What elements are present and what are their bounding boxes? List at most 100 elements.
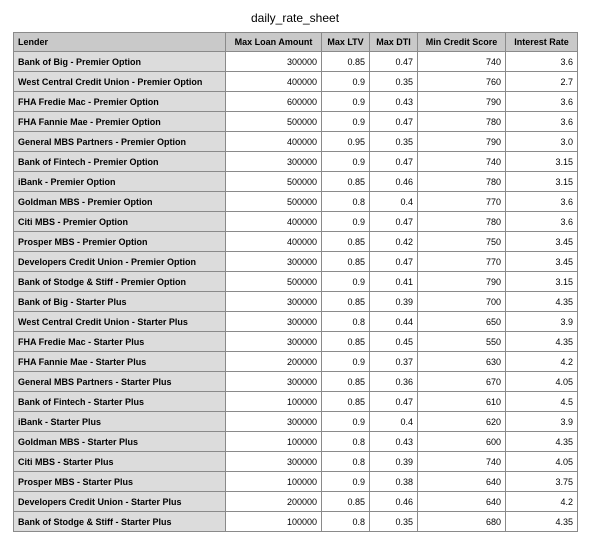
- lender-cell[interactable]: Bank of Fintech - Premier Option: [13, 151, 226, 172]
- max-dti-cell[interactable]: 0.46: [369, 491, 418, 512]
- max-dti-cell[interactable]: 0.4: [369, 191, 418, 212]
- max-loan-amount-cell[interactable]: 300000: [225, 411, 322, 432]
- lender-cell[interactable]: FHA Fannie Mae - Starter Plus: [13, 351, 226, 372]
- max-loan-amount-cell[interactable]: 500000: [225, 191, 322, 212]
- max-dti-cell[interactable]: 0.43: [369, 91, 418, 112]
- interest-rate-cell[interactable]: 4.35: [505, 331, 578, 352]
- lender-cell[interactable]: West Central Credit Union - Premier Opti…: [13, 71, 226, 92]
- lender-cell[interactable]: Citi MBS - Premier Option: [13, 211, 226, 232]
- max-dti-cell[interactable]: 0.47: [369, 391, 418, 412]
- max-ltv-cell[interactable]: 0.8: [321, 511, 370, 532]
- max-ltv-cell[interactable]: 0.9: [321, 111, 370, 132]
- max-ltv-cell[interactable]: 0.85: [321, 371, 370, 392]
- interest-rate-cell[interactable]: 3.6: [505, 211, 578, 232]
- max-loan-amount-cell[interactable]: 400000: [225, 71, 322, 92]
- max-dti-cell[interactable]: 0.46: [369, 171, 418, 192]
- min-credit-score-cell[interactable]: 680: [417, 511, 506, 532]
- interest-rate-cell[interactable]: 3.6: [505, 191, 578, 212]
- lender-cell[interactable]: West Central Credit Union - Starter Plus: [13, 311, 226, 332]
- lender-cell[interactable]: Prosper MBS - Premier Option: [13, 231, 226, 252]
- interest-rate-cell[interactable]: 4.35: [505, 291, 578, 312]
- max-ltv-cell[interactable]: 0.9: [321, 351, 370, 372]
- max-loan-amount-cell[interactable]: 400000: [225, 211, 322, 232]
- interest-rate-cell[interactable]: 3.6: [505, 91, 578, 112]
- lender-cell[interactable]: Bank of Stodge & Stiff - Starter Plus: [13, 511, 226, 532]
- max-ltv-cell[interactable]: 0.85: [321, 291, 370, 312]
- max-ltv-cell[interactable]: 0.9: [321, 71, 370, 92]
- max-ltv-cell[interactable]: 0.8: [321, 311, 370, 332]
- lender-cell[interactable]: General MBS Partners - Starter Plus: [13, 371, 226, 392]
- min-credit-score-cell[interactable]: 620: [417, 411, 506, 432]
- max-loan-amount-cell[interactable]: 300000: [225, 291, 322, 312]
- max-loan-amount-cell[interactable]: 300000: [225, 151, 322, 172]
- min-credit-score-cell[interactable]: 780: [417, 111, 506, 132]
- max-dti-cell[interactable]: 0.39: [369, 451, 418, 472]
- max-ltv-cell[interactable]: 0.9: [321, 471, 370, 492]
- min-credit-score-cell[interactable]: 780: [417, 171, 506, 192]
- column-header-min-credit-score[interactable]: Min Credit Score: [417, 32, 506, 52]
- lender-cell[interactable]: Goldman MBS - Starter Plus: [13, 431, 226, 452]
- interest-rate-cell[interactable]: 4.2: [505, 351, 578, 372]
- max-loan-amount-cell[interactable]: 400000: [225, 231, 322, 252]
- max-loan-amount-cell[interactable]: 100000: [225, 391, 322, 412]
- lender-cell[interactable]: FHA Fannie Mae - Premier Option: [13, 111, 226, 132]
- lender-cell[interactable]: Prosper MBS - Starter Plus: [13, 471, 226, 492]
- min-credit-score-cell[interactable]: 650: [417, 311, 506, 332]
- lender-cell[interactable]: iBank - Starter Plus: [13, 411, 226, 432]
- max-ltv-cell[interactable]: 0.9: [321, 271, 370, 292]
- interest-rate-cell[interactable]: 3.45: [505, 231, 578, 252]
- lender-cell[interactable]: Developers Credit Union - Premier Option: [13, 251, 226, 272]
- interest-rate-cell[interactable]: 3.45: [505, 251, 578, 272]
- min-credit-score-cell[interactable]: 670: [417, 371, 506, 392]
- interest-rate-cell[interactable]: 4.35: [505, 431, 578, 452]
- max-loan-amount-cell[interactable]: 200000: [225, 351, 322, 372]
- column-header-max-loan-amount[interactable]: Max Loan Amount: [225, 32, 322, 52]
- interest-rate-cell[interactable]: 3.75: [505, 471, 578, 492]
- lender-cell[interactable]: Developers Credit Union - Starter Plus: [13, 491, 226, 512]
- max-ltv-cell[interactable]: 0.85: [321, 51, 370, 72]
- min-credit-score-cell[interactable]: 610: [417, 391, 506, 412]
- max-dti-cell[interactable]: 0.4: [369, 411, 418, 432]
- max-loan-amount-cell[interactable]: 300000: [225, 451, 322, 472]
- max-loan-amount-cell[interactable]: 500000: [225, 171, 322, 192]
- max-dti-cell[interactable]: 0.35: [369, 71, 418, 92]
- max-dti-cell[interactable]: 0.35: [369, 511, 418, 532]
- max-loan-amount-cell[interactable]: 600000: [225, 91, 322, 112]
- max-loan-amount-cell[interactable]: 300000: [225, 331, 322, 352]
- max-dti-cell[interactable]: 0.43: [369, 431, 418, 452]
- column-header-interest-rate[interactable]: Interest Rate: [505, 32, 578, 52]
- max-dti-cell[interactable]: 0.39: [369, 291, 418, 312]
- interest-rate-cell[interactable]: 4.35: [505, 511, 578, 532]
- max-dti-cell[interactable]: 0.47: [369, 111, 418, 132]
- max-ltv-cell[interactable]: 0.85: [321, 251, 370, 272]
- interest-rate-cell[interactable]: 4.2: [505, 491, 578, 512]
- max-ltv-cell[interactable]: 0.85: [321, 391, 370, 412]
- interest-rate-cell[interactable]: 3.15: [505, 151, 578, 172]
- min-credit-score-cell[interactable]: 740: [417, 451, 506, 472]
- min-credit-score-cell[interactable]: 640: [417, 471, 506, 492]
- max-loan-amount-cell[interactable]: 100000: [225, 511, 322, 532]
- min-credit-score-cell[interactable]: 770: [417, 191, 506, 212]
- max-dti-cell[interactable]: 0.45: [369, 331, 418, 352]
- max-dti-cell[interactable]: 0.44: [369, 311, 418, 332]
- column-header-max-ltv[interactable]: Max LTV: [321, 32, 370, 52]
- max-dti-cell[interactable]: 0.36: [369, 371, 418, 392]
- max-ltv-cell[interactable]: 0.95: [321, 131, 370, 152]
- min-credit-score-cell[interactable]: 790: [417, 131, 506, 152]
- column-header-lender[interactable]: Lender: [13, 32, 226, 52]
- min-credit-score-cell[interactable]: 740: [417, 151, 506, 172]
- lender-cell[interactable]: FHA Fredie Mac - Premier Option: [13, 91, 226, 112]
- min-credit-score-cell[interactable]: 760: [417, 71, 506, 92]
- max-ltv-cell[interactable]: 0.8: [321, 191, 370, 212]
- max-dti-cell[interactable]: 0.47: [369, 51, 418, 72]
- max-loan-amount-cell[interactable]: 300000: [225, 51, 322, 72]
- lender-cell[interactable]: Bank of Big - Starter Plus: [13, 291, 226, 312]
- interest-rate-cell[interactable]: 3.15: [505, 171, 578, 192]
- max-loan-amount-cell[interactable]: 100000: [225, 471, 322, 492]
- max-dti-cell[interactable]: 0.47: [369, 211, 418, 232]
- max-ltv-cell[interactable]: 0.9: [321, 411, 370, 432]
- interest-rate-cell[interactable]: 3.6: [505, 51, 578, 72]
- max-ltv-cell[interactable]: 0.85: [321, 171, 370, 192]
- max-ltv-cell[interactable]: 0.85: [321, 331, 370, 352]
- max-loan-amount-cell[interactable]: 200000: [225, 491, 322, 512]
